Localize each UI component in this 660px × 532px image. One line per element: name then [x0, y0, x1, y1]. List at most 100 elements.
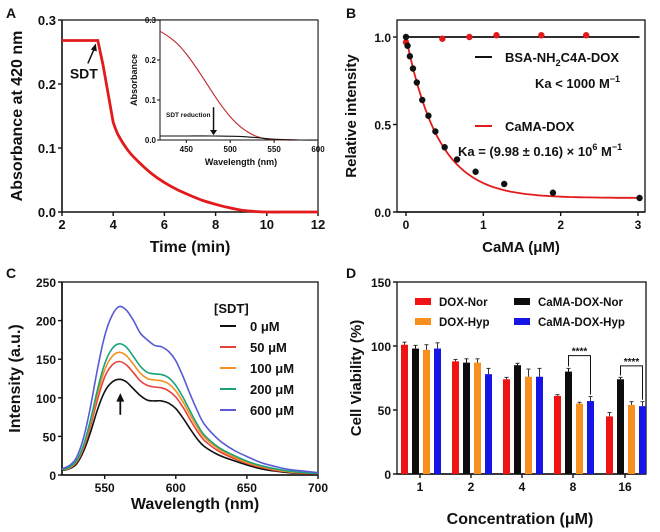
- legend-swatch: [514, 318, 530, 325]
- legend-title: [SDT]: [214, 301, 249, 316]
- x-tick-label: 550: [95, 481, 115, 495]
- data-point-cama: [404, 42, 411, 49]
- y-tick-label: 100: [36, 392, 56, 406]
- y-tick-label: 0.0: [374, 206, 391, 220]
- inset-arrowhead-icon: [210, 130, 218, 136]
- bar-cama-dox-hyp: [639, 406, 646, 474]
- y-tick-label: 150: [371, 276, 391, 290]
- arrowhead-icon: [116, 393, 125, 402]
- bar-dox-hyp: [628, 404, 635, 474]
- data-point-cama: [406, 53, 414, 60]
- legend-label: CaMA-DOX-Nor: [538, 297, 623, 309]
- y-tick-label: 0: [384, 468, 391, 482]
- inset-y-tick-label: 0.0: [145, 136, 157, 145]
- panel-d: 0 50 100 150 Concentration (μM) Cell Viabilit…: [348, 276, 647, 528]
- panel-c: 550 600 650 700 0 50 100 150 200 250 Wavelength (n…: [7, 276, 328, 513]
- bar-cama-dox-hyp: [434, 348, 441, 474]
- y-tick-label: 100: [371, 340, 391, 354]
- y-axis-title: Relative intensity: [343, 54, 360, 178]
- x-axis-title: Concentration (μM): [447, 511, 594, 528]
- x-tick-label: 10: [260, 217, 274, 232]
- x-tick-label: 2: [557, 218, 564, 232]
- sdt-arrowhead-icon: [90, 43, 97, 52]
- bar-cama-dox-nor: [514, 365, 521, 474]
- series-line-600m: [61, 305, 319, 474]
- legend-swatch: [415, 318, 431, 325]
- data-point-cama: [409, 65, 417, 72]
- series-line-absorbance: [62, 39, 318, 214]
- bar-cama-dox-hyp: [485, 374, 492, 474]
- x-tick-label: 8: [212, 217, 219, 232]
- significance-bracket: [568, 355, 591, 395]
- data-point-bsa: [466, 33, 473, 41]
- x-tick-label: 6: [161, 217, 168, 232]
- panel-label-c: C: [6, 265, 16, 281]
- significance-label: ****: [572, 347, 588, 358]
- y-tick-label: 50: [43, 430, 57, 444]
- bar-dox-hyp: [474, 362, 481, 474]
- y-tick-label: 150: [36, 353, 56, 367]
- y-tick-label: 250: [36, 276, 56, 290]
- data-point-cama: [432, 128, 439, 135]
- bar-dox-nor: [401, 344, 408, 474]
- inset-series-line-after-sdt: [160, 135, 319, 141]
- legend-label: DOX-Hyp: [439, 317, 489, 329]
- y-tick-label: 0.3: [38, 13, 56, 28]
- inset-frame: [159, 19, 319, 141]
- data-point-bsa: [439, 35, 446, 42]
- bar-dox-hyp: [525, 376, 532, 474]
- legend-label: CaMA-DOX-Hyp: [538, 317, 625, 329]
- plot-frame: [396, 19, 646, 213]
- legend-label-cama: CaMA-DOX: [505, 119, 575, 134]
- legend-swatch: [514, 298, 530, 305]
- data-point-bsa: [538, 32, 545, 39]
- legend-label: 50 μM: [250, 340, 287, 355]
- data-point-cama: [441, 144, 448, 151]
- y-axis-title: Cell Viability (%): [348, 320, 365, 436]
- bar-dox-nor: [503, 379, 510, 474]
- x-axis-title: Time (min): [150, 239, 231, 256]
- x-tick-label: 700: [308, 481, 328, 495]
- bar-dox-nor: [554, 395, 561, 474]
- inset-x-tick-label: 600: [311, 145, 325, 154]
- series-line-200m: [61, 342, 319, 475]
- ka-label-bsa: Ka < 1000 M−1: [535, 74, 620, 91]
- legend-label-bsa: BSA-NH2C4A-DOX: [505, 50, 619, 68]
- series-line-100m: [61, 351, 319, 475]
- data-point-cama: [549, 189, 557, 196]
- bar-cama-dox-nor: [617, 379, 624, 474]
- bar-dox-nor: [606, 416, 613, 474]
- significance-bracket: [620, 365, 643, 400]
- bar-cama-dox-hyp: [587, 401, 594, 474]
- legend-label: DOX-Nor: [439, 297, 488, 309]
- x-tick-label: 12: [311, 217, 325, 232]
- x-tick-label: 2: [468, 480, 475, 494]
- x-axis-title: CaMA (μM): [482, 239, 560, 256]
- data-point-bsa: [582, 32, 590, 39]
- x-tick-label: 4: [519, 480, 526, 494]
- inset-x-axis-title: Wavelength (nm): [205, 157, 277, 167]
- data-point-cama: [501, 180, 508, 188]
- y-tick-label: 0.1: [38, 141, 56, 156]
- inset-x-tick-label: 450: [180, 145, 194, 154]
- legend-label: 0 μM: [250, 319, 280, 334]
- y-tick-label: 0.5: [374, 119, 391, 133]
- bar-cama-dox-nor: [463, 362, 470, 474]
- inset-y-tick-label: 0.1: [145, 96, 157, 105]
- x-tick-label: 0: [403, 218, 410, 232]
- data-point-cama: [472, 168, 479, 175]
- x-tick-label: 3: [635, 218, 642, 232]
- inset-x-tick-label: 500: [224, 145, 238, 154]
- bar-cama-dox-hyp: [536, 376, 543, 474]
- panel-label-a: A: [6, 5, 16, 21]
- y-tick-label: 1.0: [374, 31, 391, 45]
- legend-label: 600 μM: [250, 403, 294, 418]
- legend-label: 200 μM: [250, 382, 294, 397]
- inset-annotation: SDT reduction: [166, 112, 210, 119]
- y-tick-label: 0.2: [38, 77, 56, 92]
- x-tick-label: 4: [110, 217, 118, 232]
- x-tick-label: 600: [166, 481, 186, 495]
- panel-a: 2 4 6 8 10 12 0.0 0.1 0.2 0.3 Time (min) Absorbance…: [9, 13, 325, 256]
- x-axis-title: Wavelength (nm): [131, 496, 259, 513]
